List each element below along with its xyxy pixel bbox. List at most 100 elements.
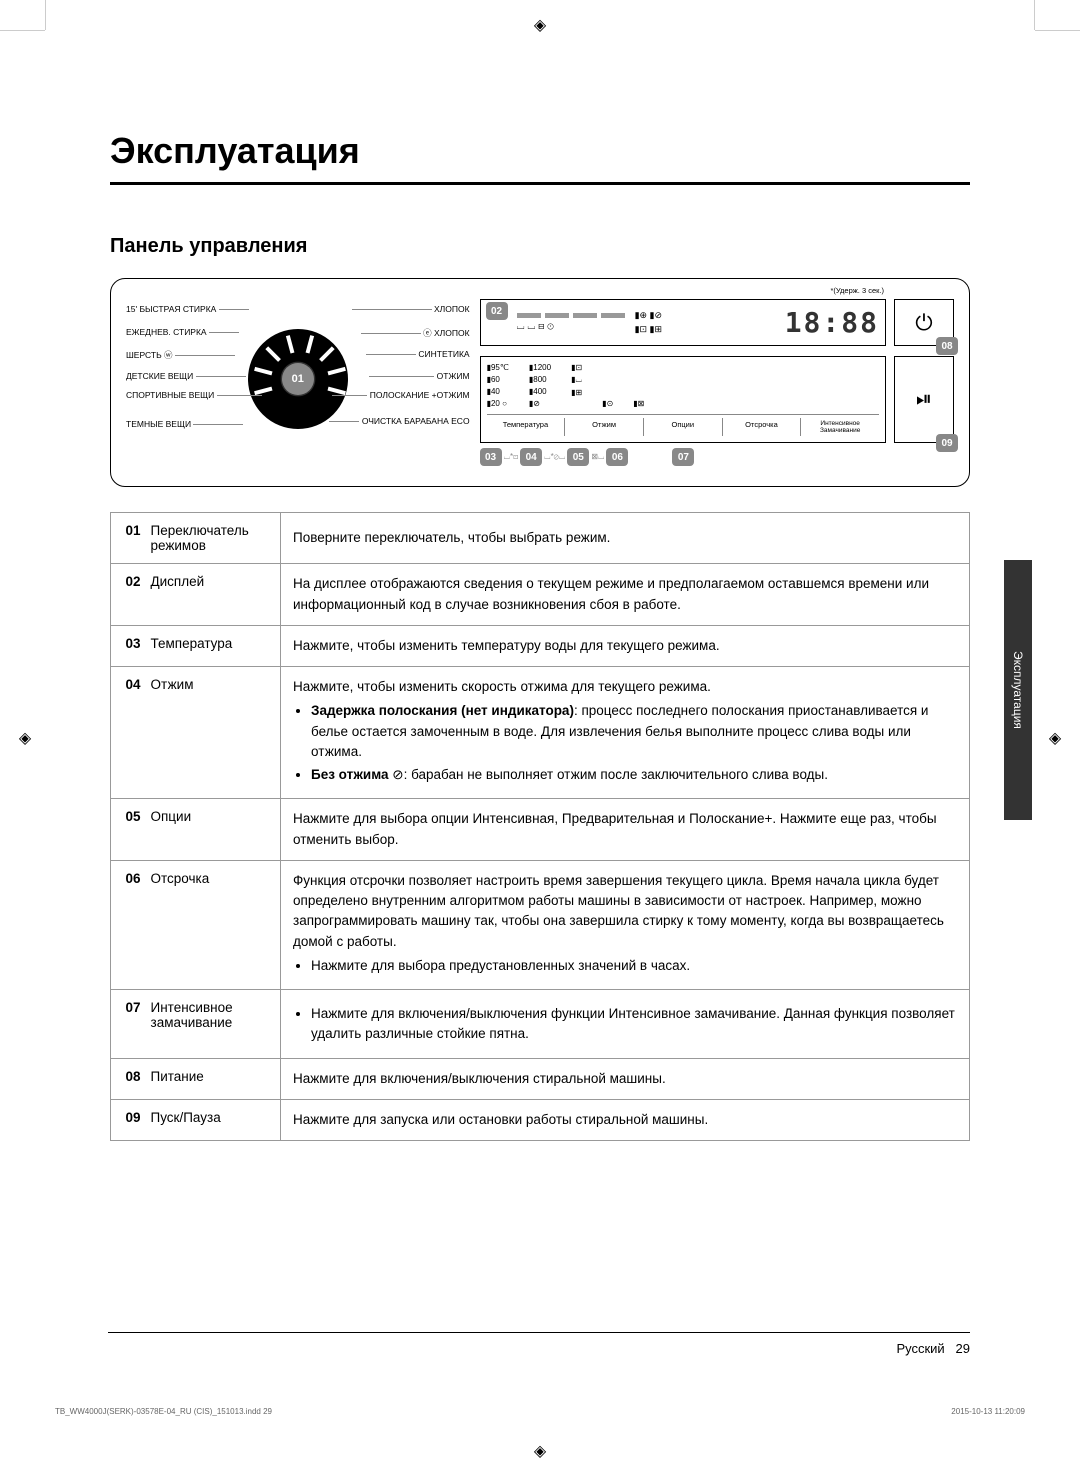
footer-language: Русский: [896, 1341, 944, 1356]
table-row: 05ОпцииНажмите для выбора опции Интенсив…: [111, 799, 970, 861]
crop-mark: [45, 0, 46, 30]
table-row: 08ПитаниеНажмите для включения/выключени…: [111, 1058, 970, 1099]
power-button: ⏻ 08: [894, 299, 954, 346]
temp-button: Температура: [487, 418, 566, 436]
dial-label: ТЕМНЫЕ ВЕЩИ: [126, 419, 243, 429]
play-pause-icon: ⏯: [916, 388, 932, 411]
control-name: Интенсивное замачивание: [146, 990, 281, 1059]
table-row: 07Интенсивное замачиваниеНажмите для вкл…: [111, 990, 970, 1059]
control-description-table: 01Переключатель режимовПоверните переклю…: [110, 512, 970, 1141]
print-registration-mark: ◈: [530, 15, 550, 35]
delay-button: Отсрочка: [723, 418, 802, 436]
print-registration-mark: ◈: [1045, 728, 1065, 748]
control-name: Питание: [146, 1058, 281, 1099]
dial-label: СПОРТИВНЫЕ ВЕЩИ: [126, 391, 262, 400]
print-filename: TB_WW4000J(SERK)-03578E-04_RU (CIS)_1510…: [55, 1407, 272, 1416]
crop-mark: [0, 30, 45, 31]
callout-03: 03: [480, 448, 502, 466]
crop-mark: [1034, 0, 1035, 30]
cycle-icons: ⌴ ⌴ ⊟ ⊙: [517, 321, 625, 332]
control-name: Отсрочка: [146, 860, 281, 989]
callout-09: 09: [936, 434, 958, 452]
dial-label: СИНТЕТИКА: [366, 349, 470, 359]
table-row: 02ДисплейНа дисплее отображаются сведени…: [111, 564, 970, 626]
row-number: 07: [111, 990, 146, 1059]
row-number: 02: [111, 564, 146, 626]
start-pause-button: ⏯ 09: [894, 356, 954, 443]
control-panel-diagram: 01 15' БЫСТРАЯ СТИРКА ЕЖЕДНЕВ. СТИРКА ШЕ…: [110, 278, 970, 487]
control-name: Пуск/Пауза: [146, 1099, 281, 1140]
control-description: Нажмите для выбора опции Интенсивная, Пр…: [281, 799, 970, 861]
row-number: 05: [111, 799, 146, 861]
soak-button: Интенсивное Замачивание: [801, 418, 879, 436]
settings-panel: ▮95℃ ▮60 ▮40 ▮20 ○ ▮1200 ▮800 ▮400 ▮⊘: [480, 356, 886, 443]
row-number: 01: [111, 513, 146, 564]
callout-02: 02: [486, 302, 508, 320]
status-icons: ▮⊕ ▮⊘ ▮⊡ ▮⊞: [635, 310, 663, 335]
callout-06: 06: [606, 448, 628, 466]
section-tab: Эксплуатация: [1004, 560, 1032, 820]
print-metadata: TB_WW4000J(SERK)-03578E-04_RU (CIS)_1510…: [55, 1407, 1025, 1416]
control-description: Нажмите, чтобы изменить скорость отжима …: [281, 667, 970, 799]
row-number: 03: [111, 625, 146, 666]
dial-label: ОЧИСТКА БАРАБАНА ECO: [329, 417, 469, 426]
row-number: 08: [111, 1058, 146, 1099]
control-description: На дисплее отображаются сведения о текущ…: [281, 564, 970, 626]
spin-button: Отжим: [565, 418, 644, 436]
table-row: 06ОтсрочкаФункция отсрочки позволяет нас…: [111, 860, 970, 989]
dial-label: 15' БЫСТРАЯ СТИРКА: [126, 304, 249, 314]
power-icon: ⏻: [915, 310, 932, 336]
temp-column: ▮95℃ ▮60 ▮40 ▮20 ○: [487, 363, 509, 408]
control-description: Нажмите для включения/выключения функции…: [281, 990, 970, 1059]
dial-label: ДЕТСКИЕ ВЕЩИ: [126, 371, 246, 381]
callout-04: 04: [520, 448, 542, 466]
control-name: Температура: [146, 625, 281, 666]
dial-label: ПОЛОСКАНИЕ +ОТЖИМ: [332, 391, 469, 400]
control-name: Отжим: [146, 667, 281, 799]
control-name: Опции: [146, 799, 281, 861]
row-number: 04: [111, 667, 146, 799]
spin-column: ▮1200 ▮800 ▮400 ▮⊘: [529, 363, 551, 408]
table-row: 01Переключатель режимовПоверните переклю…: [111, 513, 970, 564]
hold-note: *(Удерж. 3 сек.): [830, 286, 884, 295]
section-subtitle: Панель управления: [110, 235, 970, 258]
print-timestamp: 2015-10-13 11:20:09: [951, 1407, 1025, 1416]
control-description: Нажмите для запуска или остановки работы…: [281, 1099, 970, 1140]
dial-section: 01 15' БЫСТРАЯ СТИРКА ЕЖЕДНЕВ. СТИРКА ШЕ…: [126, 299, 470, 459]
dial-label: ШЕРСТЬ ⓦ: [126, 349, 235, 361]
options-button: Опции: [644, 418, 723, 436]
misc-icons: ▮⊙ ▮⊠: [602, 399, 644, 408]
dial-label: ОТЖИМ: [369, 371, 469, 381]
dial-label: ХЛОПОК: [352, 304, 470, 314]
control-description: Поверните переключатель, чтобы выбрать р…: [281, 513, 970, 564]
panel-controls: *(Удерж. 3 сек.) 02 ⌴ ⌴ ⊟ ⊙ ▮⊕ ▮⊘ ▮: [480, 299, 954, 466]
options-column: ▮⊡ ▮⌴ ▮⊞: [571, 363, 582, 408]
control-name: Переключатель режимов: [146, 513, 281, 564]
footer-page-number: 29: [956, 1341, 970, 1356]
callout-01: 01: [285, 366, 311, 392]
page-content: Эксплуатация Панель управления 01 15' БЫ…: [0, 40, 1080, 1181]
chapter-title: Эксплуатация: [110, 130, 970, 185]
display-screen: 02 ⌴ ⌴ ⊟ ⊙ ▮⊕ ▮⊘ ▮⊡ ▮⊞ 18:88: [480, 299, 886, 346]
callout-05: 05: [567, 448, 589, 466]
control-description: Нажмите для включения/выключения стираль…: [281, 1058, 970, 1099]
callout-08: 08: [936, 337, 958, 355]
page-footer: Русский 29: [108, 1332, 970, 1356]
row-number: 09: [111, 1099, 146, 1140]
time-display: 18:88: [785, 306, 879, 339]
mode-dial: 01: [248, 329, 348, 429]
control-name: Дисплей: [146, 564, 281, 626]
dial-label: ⓔ ХЛОПОК: [361, 327, 470, 339]
callout-07: 07: [672, 448, 694, 466]
control-description: Нажмите, чтобы изменить температуру воды…: [281, 625, 970, 666]
row-number: 06: [111, 860, 146, 989]
print-registration-mark: ◈: [15, 728, 35, 748]
bottom-callouts-row: 03 ⌴*⊡ 04 ⌴*⊘⌴ 05 ⊠⌴ 06 07: [480, 448, 954, 466]
table-row: 09Пуск/ПаузаНажмите для запуска или оста…: [111, 1099, 970, 1140]
crop-mark: [1035, 30, 1080, 31]
print-registration-mark: ◈: [530, 1441, 550, 1461]
table-row: 04ОтжимНажмите, чтобы изменить скорость …: [111, 667, 970, 799]
dial-label: ЕЖЕДНЕВ. СТИРКА: [126, 327, 239, 337]
table-row: 03ТемператураНажмите, чтобы изменить тем…: [111, 625, 970, 666]
control-description: Функция отсрочки позволяет настроить вре…: [281, 860, 970, 989]
